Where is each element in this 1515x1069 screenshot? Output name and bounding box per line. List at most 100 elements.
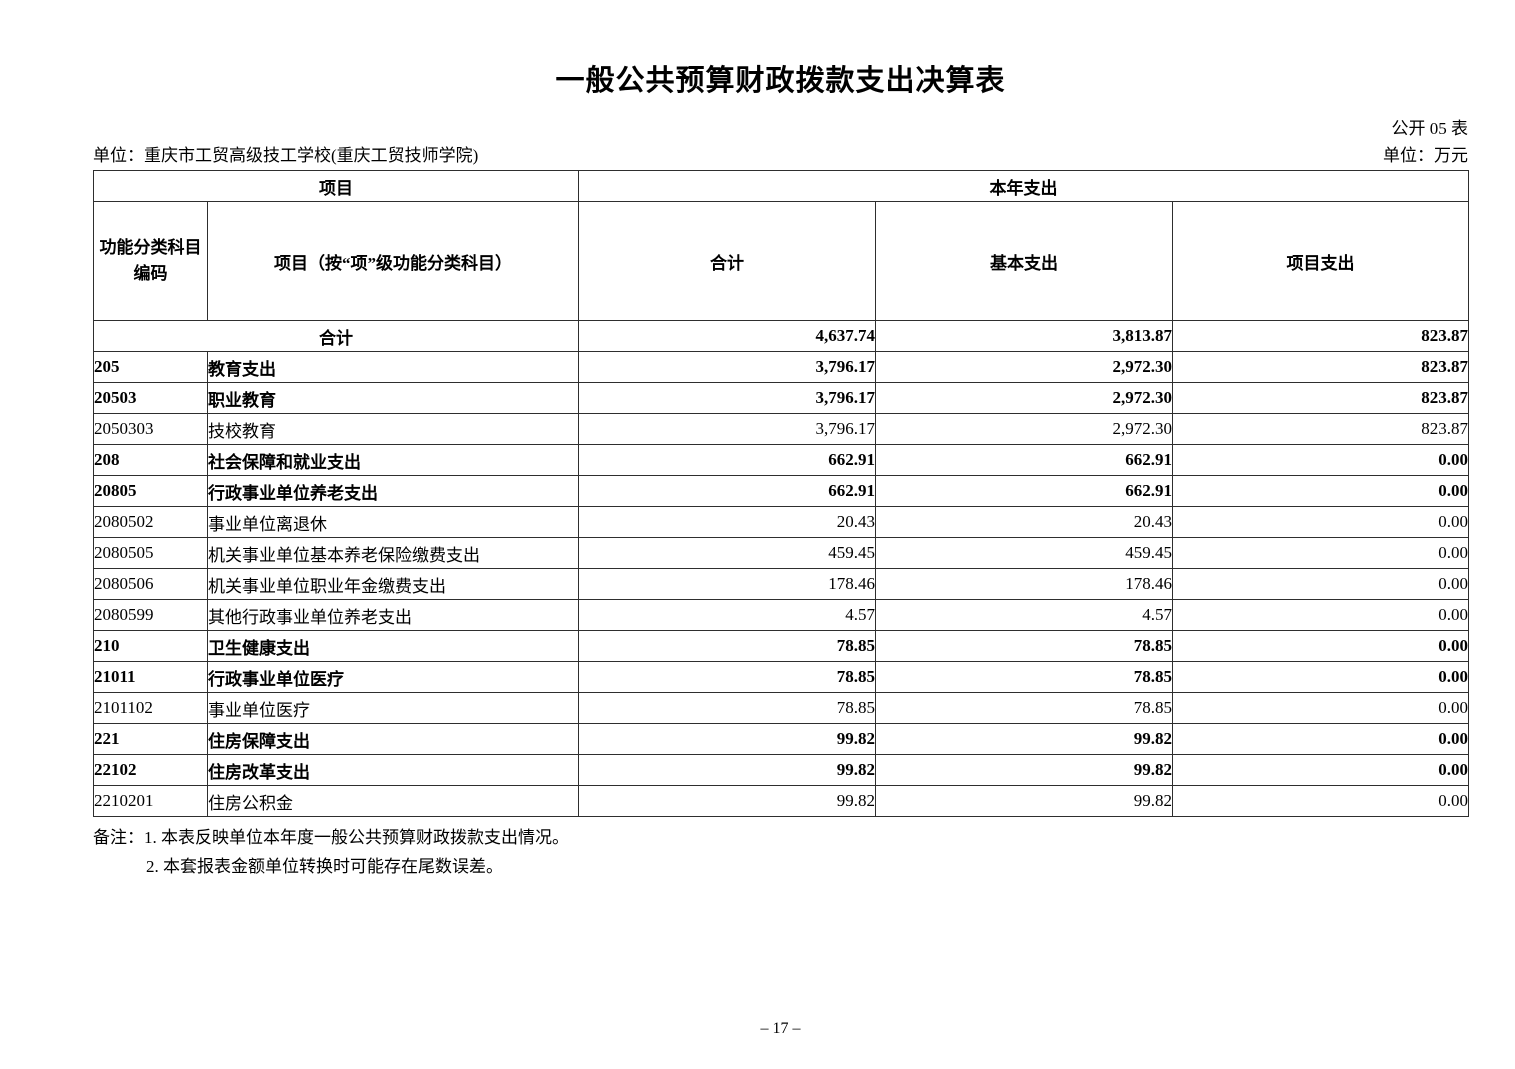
row-project: 0.00: [1172, 754, 1469, 786]
row-code: 21011: [93, 661, 208, 693]
row-code: 208: [93, 444, 208, 476]
row-code: 2101102: [93, 692, 208, 724]
row-total: 178.46: [578, 568, 876, 600]
row-project: 0.00: [1172, 537, 1469, 569]
header-group-current-year: 本年支出: [578, 170, 1469, 202]
row-basic: 78.85: [875, 630, 1173, 662]
row-project: 0.00: [1172, 692, 1469, 724]
row-basic: 2,972.30: [875, 351, 1173, 383]
row-basic: 4.57: [875, 599, 1173, 631]
money-unit-label: 单位：万元: [1383, 146, 1468, 165]
org-unit-label: 单位：重庆市工贸高级技工学校(重庆工贸技师学院): [93, 146, 479, 165]
row-total: 78.85: [578, 630, 876, 662]
table-row: 2080599 其他行政事业单位养老支出 4.57 4.57 0.00: [93, 599, 1469, 631]
row-code: 2080505: [93, 537, 208, 569]
budget-expenditure-table: 项目 本年支出 功能分类科目 编码 项目（按“项”级功能分类科目） 合计 基本支…: [93, 170, 1469, 817]
header-col-code-line2: 编码: [133, 264, 168, 283]
header-col-code: 功能分类科目 编码: [93, 201, 208, 321]
row-project: 0.00: [1172, 444, 1469, 476]
row-basic: 2,972.30: [875, 413, 1173, 445]
table-row: 2101102 事业单位医疗 78.85 78.85 0.00: [93, 692, 1469, 724]
row-total: 99.82: [578, 785, 876, 817]
row-project: 0.00: [1172, 568, 1469, 600]
row-code: 205: [93, 351, 208, 383]
header-col-total: 合计: [578, 201, 876, 321]
sheet-label: 公开 05 表: [1391, 119, 1469, 138]
row-code: 2210201: [93, 785, 208, 817]
row-total: 78.85: [578, 661, 876, 693]
table-row: 22102 住房改革支出 99.82 99.82 0.00: [93, 754, 1469, 786]
notes-block: 备注：1. 本表反映单位本年度一般公共预算财政拨款支出情况。 2. 本套报表金额…: [93, 823, 1468, 881]
row-total: 662.91: [578, 475, 876, 507]
row-total: 662.91: [578, 444, 876, 476]
header-cols-row: 功能分类科目 编码 项目（按“项”级功能分类科目） 合计 基本支出 项目支出: [93, 201, 1469, 321]
row-basic: 662.91: [875, 475, 1173, 507]
row-total: 3,796.17: [578, 382, 876, 414]
table-row: 208 社会保障和就业支出 662.91 662.91 0.00: [93, 444, 1469, 476]
row-project: 0.00: [1172, 723, 1469, 755]
table-row: 2080502 事业单位离退休 20.43 20.43 0.00: [93, 506, 1469, 538]
table-row: 2080505 机关事业单位基本养老保险缴费支出 459.45 459.45 0.00: [93, 537, 1469, 569]
row-project: 0.00: [1172, 661, 1469, 693]
header-group-row: 项目 本年支出: [93, 170, 1469, 202]
row-project: 823.87: [1172, 413, 1469, 445]
row-code: 210: [93, 630, 208, 662]
row-item: 行政事业单位医疗: [207, 661, 579, 693]
row-project: 0.00: [1172, 599, 1469, 631]
row-project: 0.00: [1172, 475, 1469, 507]
page-number: – 17 –: [760, 1020, 801, 1037]
table-row: 20805 行政事业单位养老支出 662.91 662.91 0.00: [93, 475, 1469, 507]
row-basic: 78.85: [875, 661, 1173, 693]
row-item: 其他行政事业单位养老支出: [207, 599, 579, 631]
row-item: 住房公积金: [207, 785, 579, 817]
row-total: 99.82: [578, 723, 876, 755]
row-basic: 99.82: [875, 785, 1173, 817]
header-col-item: 项目（按“项”级功能分类科目）: [207, 201, 579, 321]
row-code: 2080502: [93, 506, 208, 538]
row-project: 823.87: [1172, 351, 1469, 383]
row-item: 技校教育: [207, 413, 579, 445]
row-total: 4.57: [578, 599, 876, 631]
row-item: 事业单位医疗: [207, 692, 579, 724]
row-basic: 662.91: [875, 444, 1173, 476]
row-total: 20.43: [578, 506, 876, 538]
table-row: 221 住房保障支出 99.82 99.82 0.00: [93, 723, 1469, 755]
row-basic: 3,813.87: [875, 320, 1173, 352]
row-code: 221: [93, 723, 208, 755]
row-item: 职业教育: [207, 382, 579, 414]
row-item: 教育支出: [207, 351, 579, 383]
row-basic: 99.82: [875, 723, 1173, 755]
table-row: 20503 职业教育 3,796.17 2,972.30 823.87: [93, 382, 1469, 414]
meta-row: 单位：重庆市工贸高级技工学校(重庆工贸技师学院) 单位：万元: [93, 144, 1468, 168]
row-basic: 2,972.30: [875, 382, 1173, 414]
table-row: 21011 行政事业单位医疗 78.85 78.85 0.00: [93, 661, 1469, 693]
row-item: 卫生健康支出: [207, 630, 579, 662]
row-item: 合计: [93, 320, 579, 352]
row-code: 22102: [93, 754, 208, 786]
table-header: 项目 本年支出 功能分类科目 编码 项目（按“项”级功能分类科目） 合计 基本支…: [93, 170, 1469, 321]
row-project: 823.87: [1172, 382, 1469, 414]
row-item: 行政事业单位养老支出: [207, 475, 579, 507]
row-item: 住房保障支出: [207, 723, 579, 755]
header-col-project: 项目支出: [1172, 201, 1469, 321]
table-body: 合计 4,637.74 3,813.87 823.87 205 教育支出 3,796.17 2…: [93, 320, 1469, 817]
row-basic: 20.43: [875, 506, 1173, 538]
table-row: 2080506 机关事业单位职业年金缴费支出 178.46 178.46 0.00: [93, 568, 1469, 600]
row-item: 社会保障和就业支出: [207, 444, 579, 476]
note-line-1: 备注：1. 本表反映单位本年度一般公共预算财政拨款支出情况。: [93, 828, 569, 847]
row-total: 78.85: [578, 692, 876, 724]
row-project: 0.00: [1172, 785, 1469, 817]
row-total: 459.45: [578, 537, 876, 569]
row-item: 机关事业单位基本养老保险缴费支出: [207, 537, 579, 569]
table-row: 2210201 住房公积金 99.82 99.82 0.00: [93, 785, 1469, 817]
row-total: 3,796.17: [578, 413, 876, 445]
table-row: 205 教育支出 3,796.17 2,972.30 823.87: [93, 351, 1469, 383]
row-code: 20503: [93, 382, 208, 414]
page-title: 一般公共预算财政拨款支出决算表: [555, 65, 1006, 97]
table-row: 210 卫生健康支出 78.85 78.85 0.00: [93, 630, 1469, 662]
table-row: 2050303 技校教育 3,796.17 2,972.30 823.87: [93, 413, 1469, 445]
row-project: 823.87: [1172, 320, 1469, 352]
row-code: 2080599: [93, 599, 208, 631]
row-basic: 459.45: [875, 537, 1173, 569]
